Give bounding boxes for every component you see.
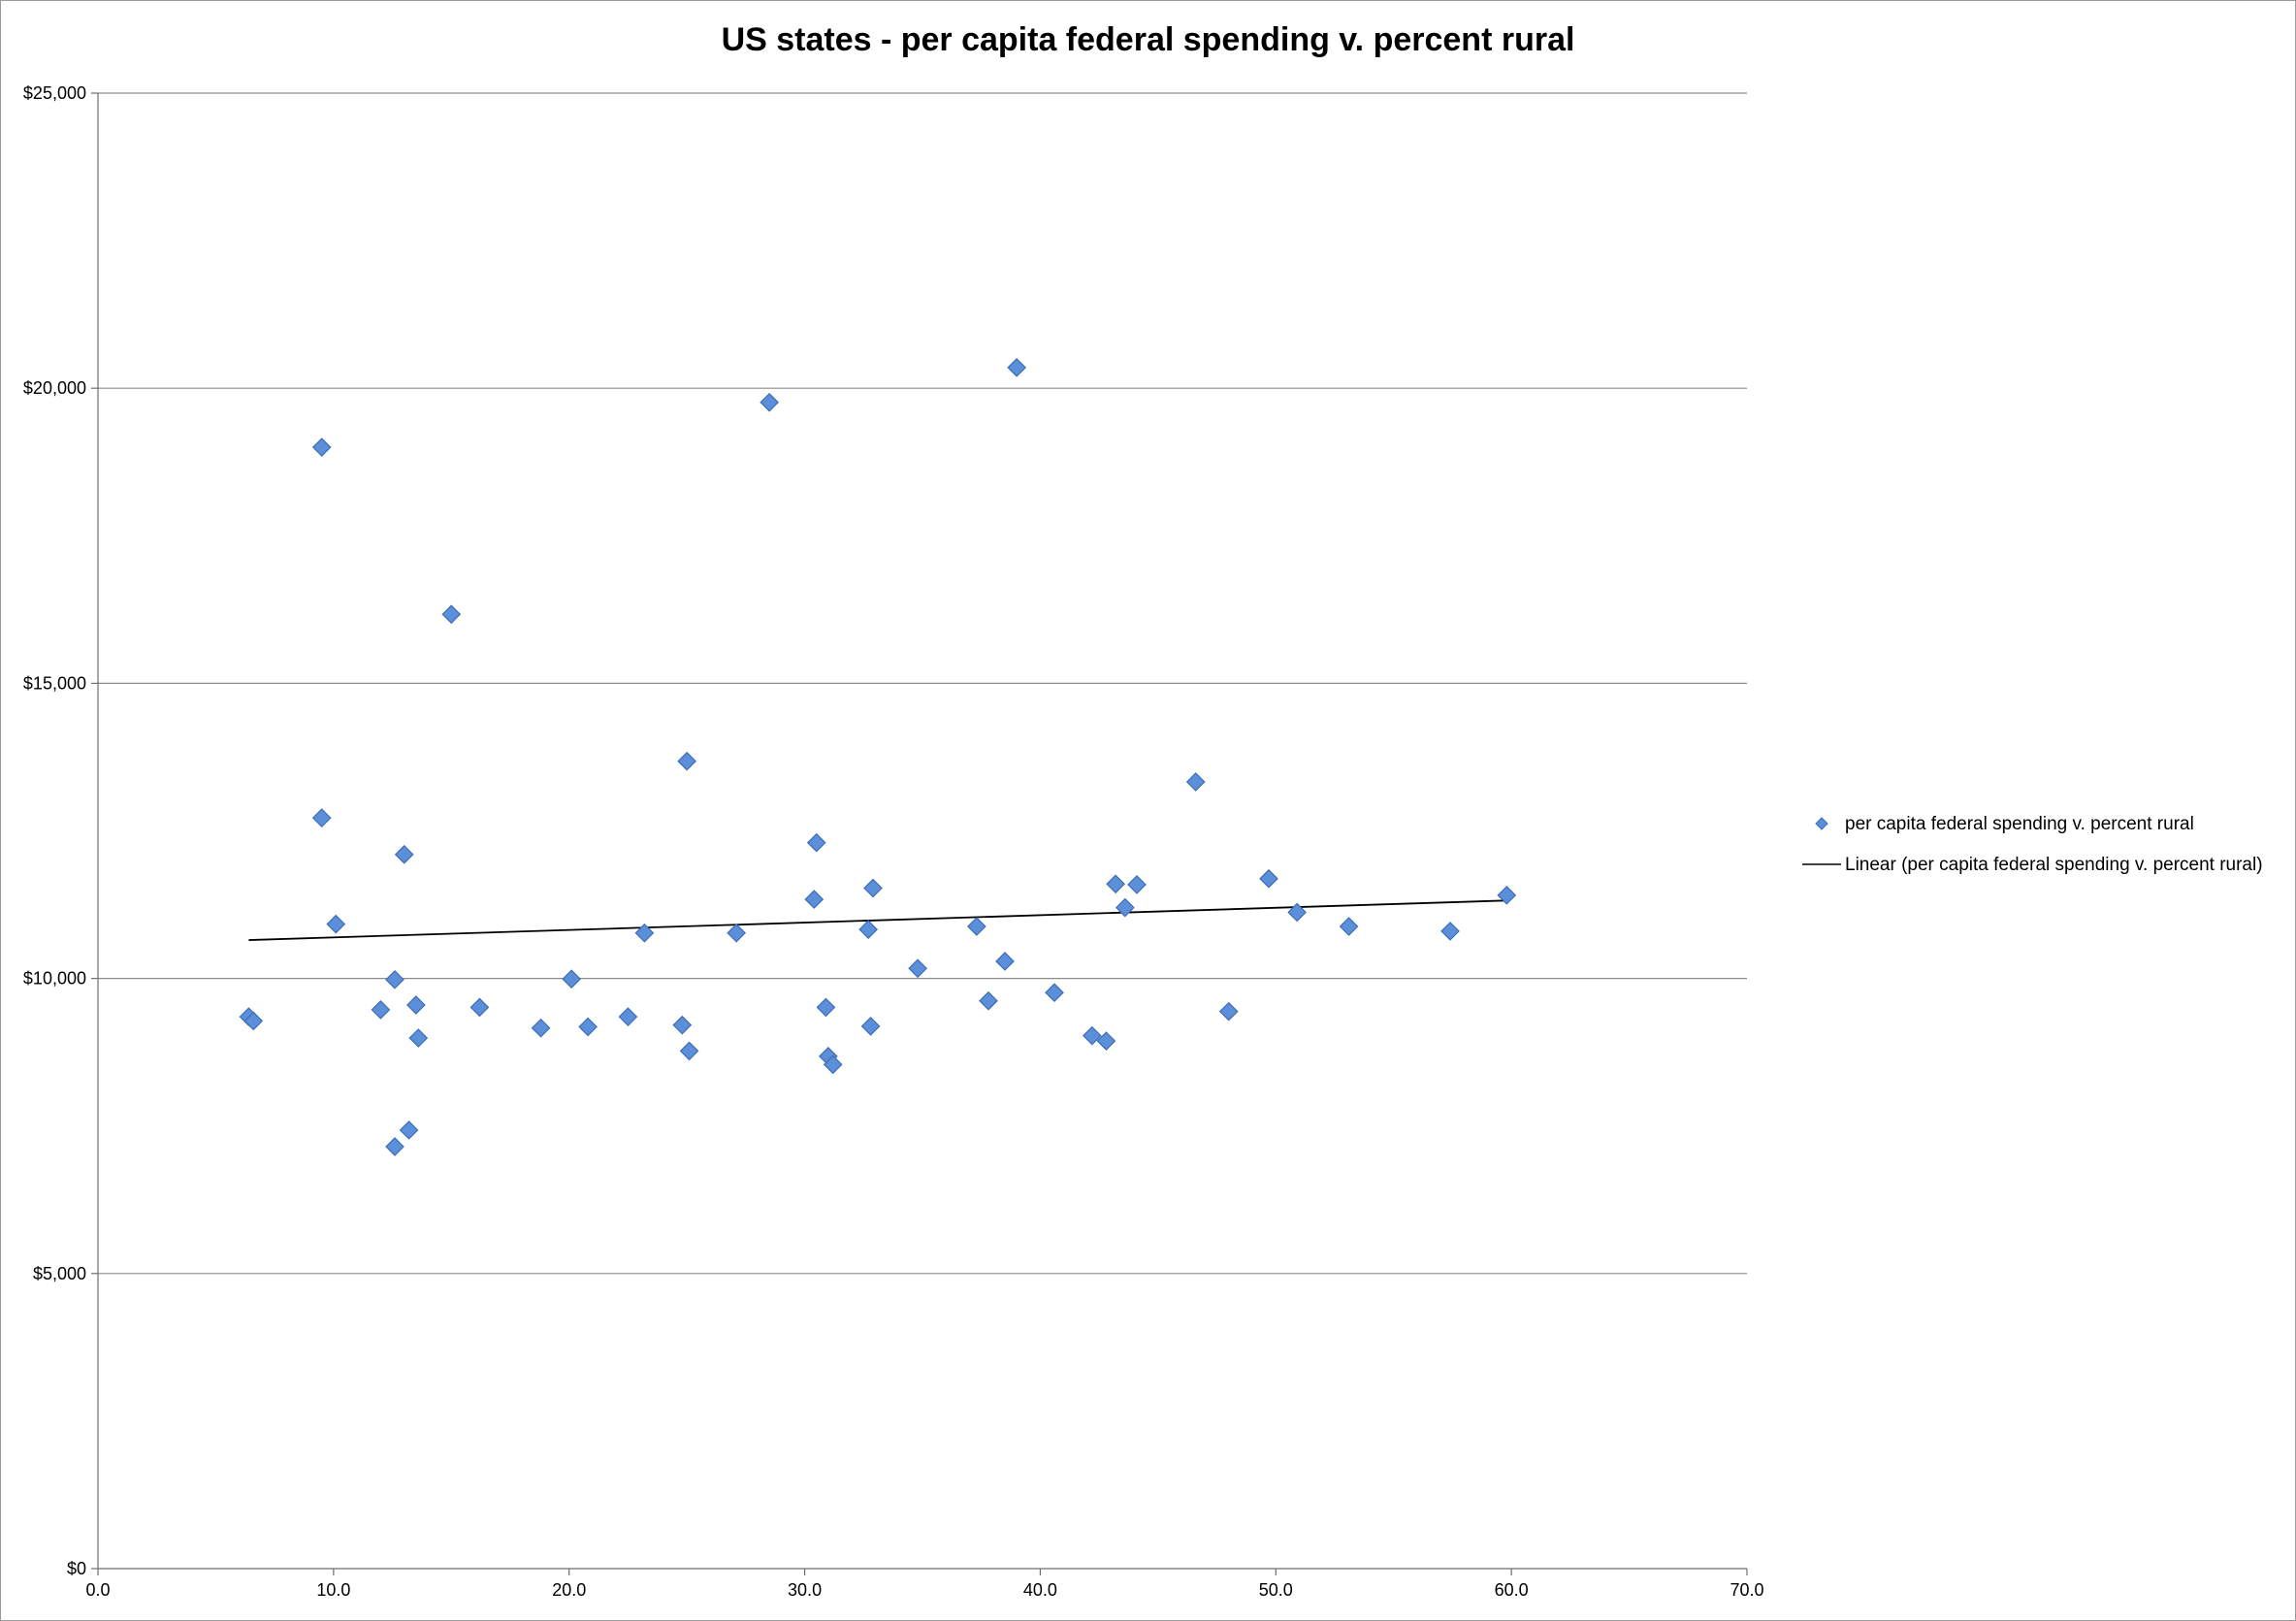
data-point bbox=[806, 832, 826, 853]
data-point bbox=[469, 997, 490, 1018]
data-point bbox=[618, 1007, 638, 1026]
data-point bbox=[634, 923, 655, 943]
data-point bbox=[371, 999, 391, 1020]
data-point bbox=[1083, 1025, 1102, 1046]
data-point bbox=[562, 969, 581, 989]
data-point bbox=[1497, 885, 1517, 905]
data-point bbox=[1096, 1031, 1116, 1051]
data-point bbox=[804, 890, 825, 909]
data-point bbox=[441, 604, 462, 625]
data-point bbox=[858, 920, 878, 939]
data-point bbox=[1287, 902, 1307, 923]
data-point bbox=[311, 438, 332, 457]
data-point bbox=[863, 878, 883, 898]
data-point bbox=[816, 997, 836, 1018]
trendline-layer bbox=[248, 899, 1507, 941]
x-tick-label: 30.0 bbox=[788, 1580, 822, 1600]
data-point bbox=[1259, 868, 1278, 889]
data-point bbox=[399, 1120, 419, 1140]
data-point bbox=[326, 914, 346, 934]
data-point bbox=[760, 392, 779, 412]
data-point bbox=[823, 1054, 843, 1075]
y-tick-label: $25,000 bbox=[23, 83, 86, 103]
data-point bbox=[1045, 983, 1064, 1003]
y-tick-label: $15,000 bbox=[23, 673, 86, 693]
data-point bbox=[311, 808, 332, 827]
x-axis-tick-labels: 0.0 10.0 20.0 30.0 40.0 50.0 60.0 70.0 bbox=[85, 1580, 1763, 1600]
data-point bbox=[1007, 358, 1026, 377]
data-point bbox=[677, 751, 696, 771]
x-tick-label: 50.0 bbox=[1259, 1580, 1293, 1600]
y-tick-label: $20,000 bbox=[23, 378, 86, 398]
data-point bbox=[406, 995, 426, 1015]
data-point bbox=[394, 844, 414, 864]
data-point bbox=[679, 1041, 699, 1061]
data-point bbox=[1440, 922, 1460, 941]
data-point bbox=[860, 1017, 881, 1036]
data-point bbox=[578, 1017, 598, 1037]
linear-trendline bbox=[248, 899, 1507, 941]
data-point bbox=[672, 1015, 693, 1035]
x-tick-label: 40.0 bbox=[1023, 1580, 1057, 1600]
legend-diamond-marker bbox=[1815, 817, 1828, 830]
x-tick-label: 10.0 bbox=[316, 1580, 350, 1600]
data-point bbox=[967, 917, 986, 936]
chart-title: US states - per capita federal spending … bbox=[721, 21, 1575, 58]
data-point bbox=[1116, 897, 1135, 918]
legend-label-trendline: Linear (per capita federal spending v. p… bbox=[1845, 855, 2263, 875]
y-tick-label: $5,000 bbox=[33, 1264, 86, 1283]
data-point bbox=[1185, 772, 1206, 792]
x-tick-label: 70.0 bbox=[1730, 1580, 1763, 1600]
data-point bbox=[1106, 874, 1125, 894]
legend-line-marker bbox=[1802, 863, 1841, 865]
axes bbox=[91, 92, 1748, 1575]
data-point bbox=[385, 1137, 404, 1156]
data-point bbox=[243, 1011, 264, 1031]
gridlines bbox=[98, 92, 1747, 1275]
data-point bbox=[908, 958, 927, 979]
y-axis-tick-labels: $0 $5,000 $10,000 $15,000 $20,000 $25,000 bbox=[23, 83, 86, 1578]
data-point bbox=[385, 969, 404, 989]
y-tick-label: $0 bbox=[67, 1559, 86, 1578]
data-point bbox=[727, 923, 746, 943]
data-points bbox=[239, 358, 1517, 1156]
data-point bbox=[408, 1028, 429, 1048]
data-point bbox=[995, 952, 1015, 971]
x-tick-label: 0.0 bbox=[85, 1580, 110, 1600]
y-tick-label: $10,000 bbox=[23, 969, 86, 989]
data-point bbox=[1127, 875, 1147, 894]
x-tick-label: 60.0 bbox=[1495, 1580, 1529, 1600]
data-point bbox=[531, 1018, 551, 1038]
x-tick-label: 20.0 bbox=[552, 1580, 586, 1600]
legend-label-scatter: per capita federal spending v. percent r… bbox=[1845, 814, 2194, 834]
data-point bbox=[1339, 917, 1359, 936]
data-point bbox=[979, 990, 998, 1011]
data-point bbox=[1218, 1001, 1239, 1021]
